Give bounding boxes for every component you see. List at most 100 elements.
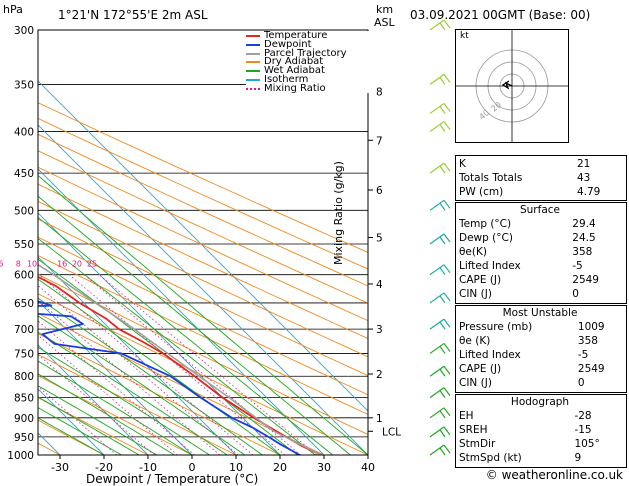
index-value: 43: [576, 172, 591, 184]
copyright-notice: © weatheronline.co.uk: [485, 468, 623, 482]
index-value: 2549: [577, 363, 605, 375]
km-tick-label: 3: [376, 324, 383, 336]
index-value: 105°: [574, 438, 600, 450]
index-label: Totals Totals: [459, 172, 523, 184]
asl-unit-label: ASL: [374, 16, 395, 29]
hodograph-indices-box: [455, 394, 627, 468]
wind-barb-column: [429, 20, 451, 456]
pressure-tick-label: 900: [14, 413, 34, 425]
mixing-ratio-label: 8: [16, 260, 21, 269]
wind-barb: [429, 162, 451, 174]
wind-barb: [429, 318, 451, 330]
most-unstable-table: Most Unstable Pressure (mb) 1009 θe (K) 35…: [456, 306, 624, 390]
pressure-tick-label: 950: [14, 432, 34, 444]
isotherm-line: [38, 300, 193, 455]
index-label: CIN (J): [459, 377, 492, 389]
mixing-ratio-label: 20: [72, 260, 82, 269]
index-value: 358: [577, 335, 598, 347]
km-unit-label: km: [376, 3, 394, 16]
mixing-ratio-line: [38, 385, 117, 455]
index-value: -15: [574, 424, 592, 436]
legend-entry: Temperature: [264, 30, 328, 41]
pressure-tick-label: 600: [14, 270, 34, 282]
index-label: CAPE (J): [459, 363, 502, 375]
table-row: Totals Totals 43: [456, 171, 624, 185]
x-axis-label: Dewpoint / Temperature (°C): [86, 472, 259, 486]
wind-barb: [429, 426, 451, 438]
station-location: 1°21'N 172°55'E 2m ASL: [58, 8, 208, 22]
chart-legend: Temperature Dewpoint Parcel Trajectory Dry …: [246, 31, 376, 93]
mixing-ratio-label: 25: [87, 260, 97, 269]
index-value: 4.79: [576, 186, 601, 198]
pressure-unit-label: hPa: [3, 3, 23, 16]
legend-entry: Dry Adiabat: [264, 56, 324, 68]
plot-frame: [37, 29, 369, 456]
section-title: Surface: [519, 204, 560, 216]
lcl-label: LCL: [382, 426, 401, 438]
legend-swatch: [246, 35, 260, 37]
km-tick-label: 4: [376, 279, 383, 291]
wet-adiabat-line: [38, 278, 281, 455]
x-tick-label: 10: [229, 461, 243, 474]
table-row: PW (cm) 4.79: [456, 185, 624, 199]
mixing-ratio-line: [38, 334, 178, 455]
index-label: K: [459, 158, 466, 170]
table-row: Pressure (mb) 1009: [456, 320, 624, 334]
pressure-tick-label: 450: [14, 168, 34, 180]
table-row: θe (K) 358: [456, 334, 624, 348]
km-tick-label: 2: [376, 369, 383, 381]
dry-adiabat-line: [38, 166, 368, 322]
isotherm-line: [38, 256, 237, 455]
index-label: StmDir: [459, 438, 496, 450]
wet-adiabat-line: [38, 315, 246, 455]
pressure-tick-label: 650: [14, 298, 34, 310]
dry-adiabat-line: [38, 293, 368, 455]
index-label: θe (K): [459, 335, 491, 347]
index-value: 0: [577, 377, 585, 389]
hodograph-ring-label: 40: [478, 108, 492, 121]
mixing-ratio-line: [38, 299, 221, 455]
pressure-tick-label: 800: [14, 371, 34, 383]
table-row: Lifted Index -5: [456, 259, 624, 273]
table-row: Dewp (°C) 24.5: [456, 231, 624, 245]
isotherm-line: [38, 168, 325, 455]
index-label: EH: [459, 410, 474, 422]
legend-swatch: [246, 43, 260, 46]
legend-entry: Isotherm: [264, 74, 309, 85]
dry-adiabat-line: [38, 255, 368, 415]
wet-adiabat-line: [38, 237, 316, 455]
legend-swatch: [246, 70, 260, 73]
dry-adiabat-line: [38, 397, 149, 455]
mixing-ratio-line: [83, 274, 302, 455]
wind-barb: [429, 407, 451, 419]
wind-barb: [429, 387, 451, 399]
index-value: 2549: [572, 274, 599, 286]
legend-entry: Parcel Trajectory: [264, 47, 347, 59]
table-row: θe(K) 358: [456, 245, 624, 259]
mixing-ratio-label: 10: [27, 260, 37, 269]
wet-adiabat-line: [38, 195, 351, 455]
sounding-datetime: 03.09.2021 00GMT (Base: 00): [410, 8, 591, 22]
km-tick-label: 7: [376, 135, 383, 147]
pressure-tick-label: 700: [14, 324, 34, 336]
x-tick-label: -20: [95, 461, 113, 474]
dry-adiabat-line: [38, 133, 368, 287]
wind-barb: [429, 73, 451, 85]
wind-barb: [429, 102, 451, 114]
pressure-tick-label: 400: [14, 127, 34, 139]
km-tick-label: 5: [376, 232, 383, 244]
x-tick-label: -30: [51, 461, 69, 474]
wind-barb: [429, 20, 451, 31]
dry-adiabat-line: [38, 236, 368, 396]
index-label: PW (cm): [459, 186, 504, 198]
mixing-ratio-axis-label: Mixing Ratio (g/kg): [332, 161, 345, 265]
section-title: Hodograph: [510, 396, 570, 408]
pressure-tick-label: 500: [14, 205, 34, 217]
most-unstable-box: [455, 305, 627, 393]
legend-swatch: [246, 61, 260, 64]
legend-entry: Mixing Ratio: [264, 82, 326, 94]
wind-barb: [429, 292, 451, 304]
index-label: Temp (°C): [459, 218, 512, 230]
dry-adiabat-line: [38, 333, 281, 455]
